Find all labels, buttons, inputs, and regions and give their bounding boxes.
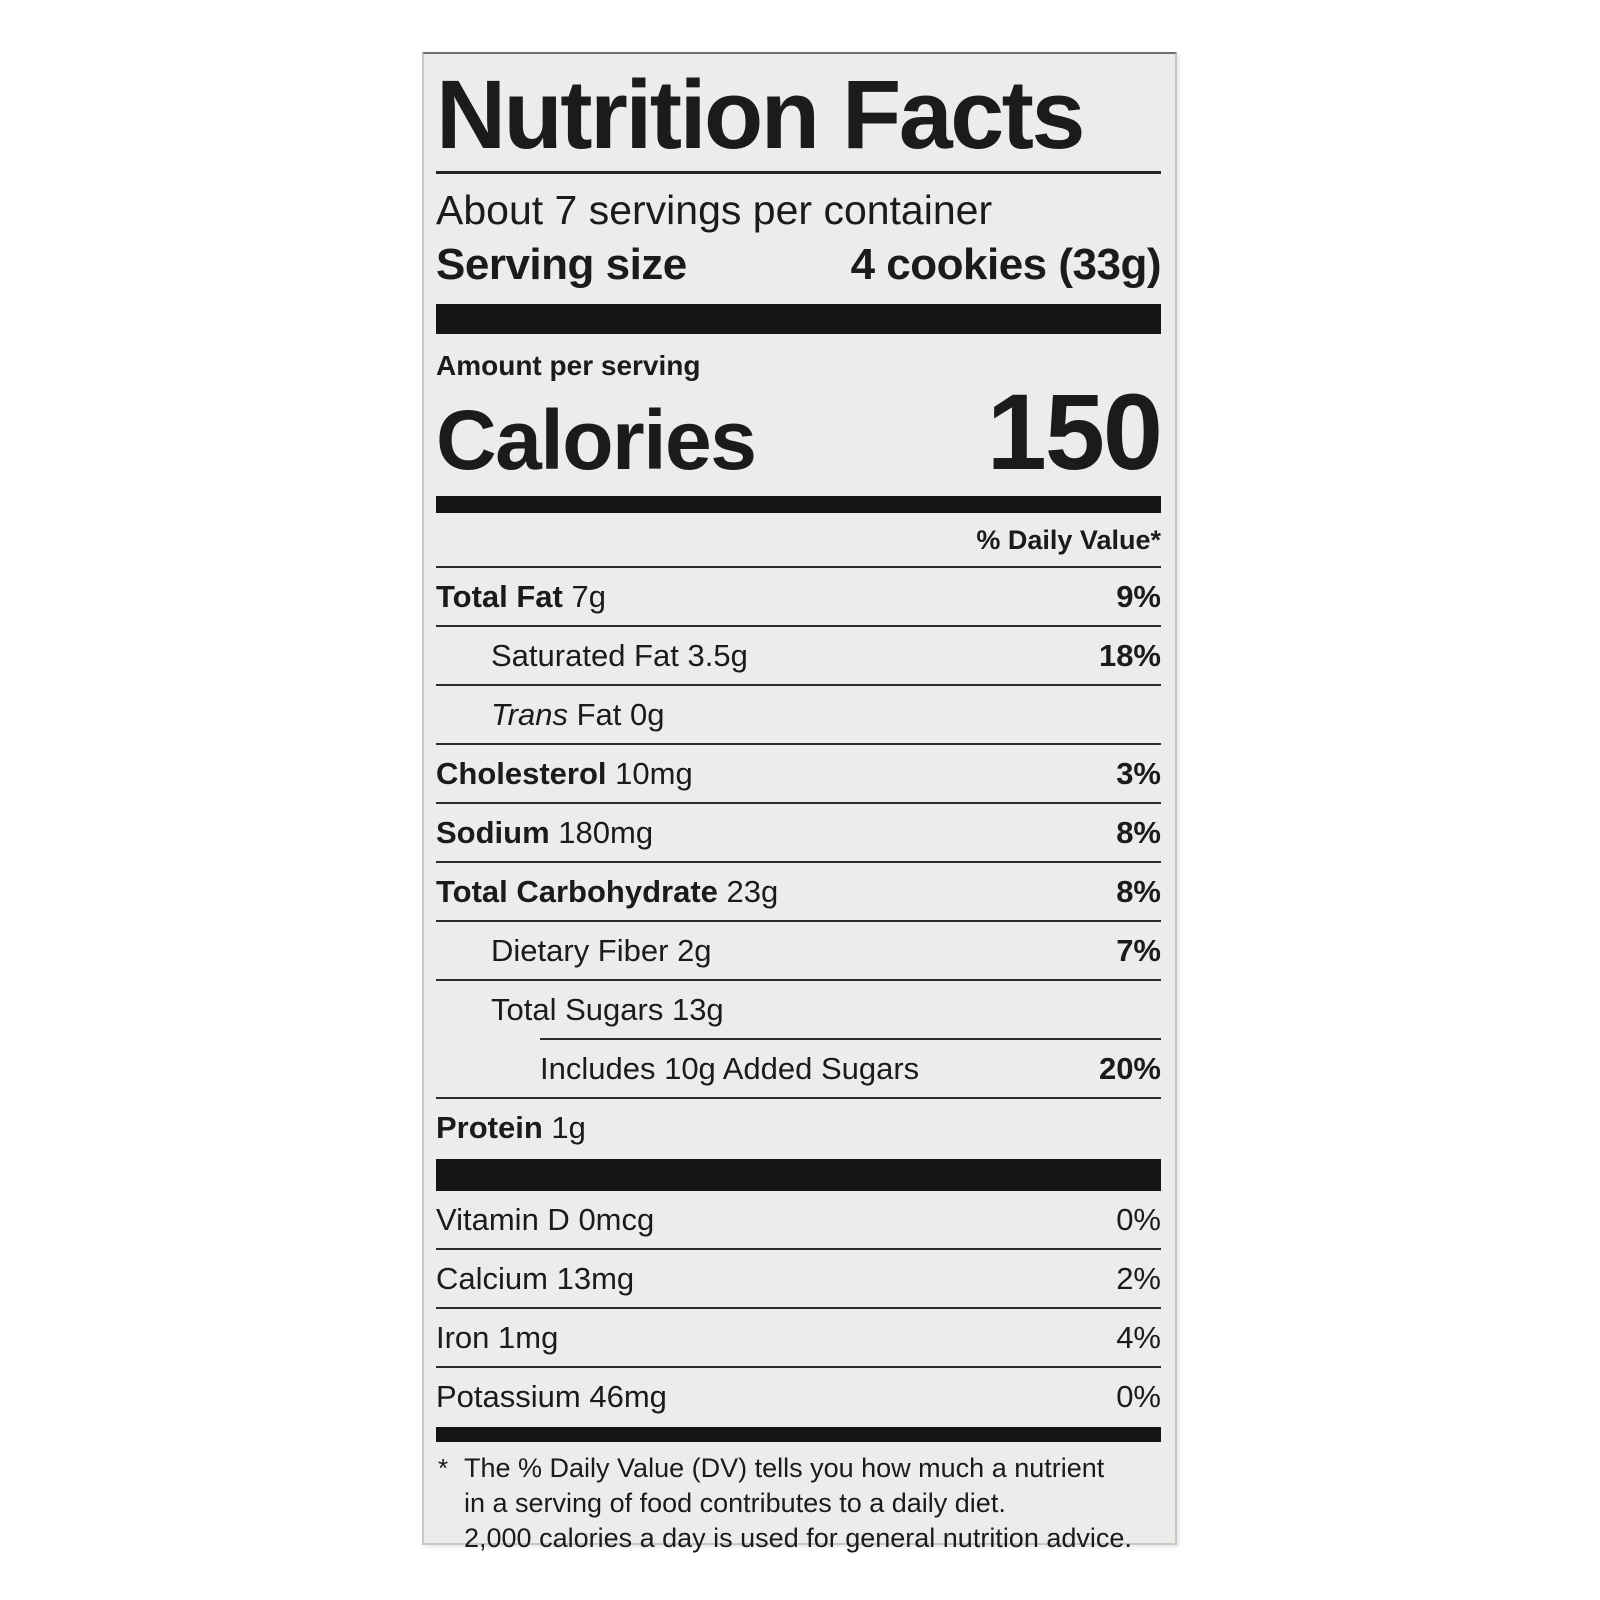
section-bar-footnote bbox=[436, 1427, 1161, 1443]
vitamin-name-amount: Iron 1mg bbox=[436, 1320, 559, 1356]
servings-per-container: About 7 servings per container bbox=[436, 187, 993, 233]
nutrient-row-trans-fat: Trans Fat 0g bbox=[436, 684, 1161, 743]
nutrient-row-added-sugars: Includes 10g Added Sugars 20% bbox=[540, 1038, 1161, 1097]
nutrient-row-total-fat: Total Fat 7g 9% bbox=[436, 566, 1161, 625]
vitamin-name-amount: Vitamin D 0mcg bbox=[436, 1202, 655, 1238]
section-bar-vitamins bbox=[436, 1159, 1161, 1192]
nutrient-name-amount: Total Carbohydrate 23g bbox=[436, 874, 779, 910]
nutrient-row-total-sugars: Total Sugars 13g bbox=[436, 979, 1161, 1038]
footnote-line-3: 2,000 calories a day is used for general… bbox=[464, 1523, 1132, 1554]
footnote-line-1: The % Daily Value (DV) tells you how muc… bbox=[464, 1453, 1105, 1484]
nutrient-name-amount: Protein 1g bbox=[436, 1110, 586, 1146]
serving-size-label: Serving size bbox=[436, 240, 687, 290]
nutrient-dv: 7% bbox=[1116, 933, 1161, 969]
vitamin-dv: 0% bbox=[1116, 1202, 1161, 1238]
footnote: * The % Daily Value (DV) tells you how m… bbox=[436, 1442, 1161, 1556]
serving-size-row: Serving size 4 cookies (33g) bbox=[436, 240, 1162, 290]
nutrient-name-amount: Sodium 180mg bbox=[436, 815, 654, 851]
footnote-text: The % Daily Value (DV) tells you how muc… bbox=[464, 1451, 1161, 1556]
nutrient-row-dietary-fiber: Dietary Fiber 2g 7% bbox=[436, 920, 1161, 979]
section-bar-top bbox=[436, 304, 1161, 335]
nutrition-facts-label: Nutrition Facts About 7 servings per con… bbox=[422, 52, 1177, 1553]
title-divider bbox=[436, 171, 1161, 174]
footnote-line-2: in a serving of food contributes to a da… bbox=[464, 1488, 1006, 1519]
nutrient-row-total-carbohydrate: Total Carbohydrate 23g 8% bbox=[436, 861, 1161, 920]
vitamin-dv: 0% bbox=[1116, 1379, 1161, 1415]
nutrient-name-amount: Dietary Fiber 2g bbox=[491, 933, 712, 969]
nutrient-name-amount: Total Fat 7g bbox=[436, 579, 606, 615]
footnote-asterisk: * bbox=[438, 1453, 449, 1484]
nutrient-name-amount: Saturated Fat 3.5g bbox=[491, 638, 748, 674]
serving-size-value: 4 cookies (33g) bbox=[850, 240, 1162, 290]
calories-label: Calories bbox=[436, 393, 757, 488]
amount-per-serving-label: Amount per serving bbox=[436, 350, 701, 382]
vitamin-name-amount: Potassium 46mg bbox=[436, 1379, 667, 1415]
nutrient-row-cholesterol: Cholesterol 10mg 3% bbox=[436, 743, 1161, 802]
nutrient-name-amount: Trans Fat 0g bbox=[491, 697, 665, 733]
vitamin-row-calcium: Calcium 13mg 2% bbox=[436, 1248, 1161, 1307]
nutrient-row-sodium: Sodium 180mg 8% bbox=[436, 802, 1161, 861]
vitamin-row-iron: Iron 1mg 4% bbox=[436, 1307, 1161, 1366]
nutrient-dv: 3% bbox=[1116, 756, 1161, 792]
vitamin-dv: 4% bbox=[1116, 1320, 1161, 1356]
nutrient-dv: 8% bbox=[1116, 815, 1161, 851]
calories-value: 150 bbox=[986, 371, 1163, 493]
nutrient-name-amount: Includes 10g Added Sugars bbox=[540, 1051, 920, 1087]
nutrient-name-amount: Total Sugars 13g bbox=[491, 992, 724, 1028]
nutrient-dv: 9% bbox=[1116, 579, 1161, 615]
vitamin-dv: 2% bbox=[1116, 1261, 1161, 1297]
nutrient-row-protein: Protein 1g bbox=[436, 1097, 1161, 1156]
nutrient-dv: 8% bbox=[1116, 874, 1161, 910]
vitamin-row-vitamin-d: Vitamin D 0mcg 0% bbox=[436, 1191, 1161, 1248]
nutrient-dv: 18% bbox=[1098, 638, 1161, 674]
calories-row: Calories 150 bbox=[436, 371, 1163, 493]
nutrient-dv: 20% bbox=[1098, 1051, 1161, 1087]
daily-value-header: % Daily Value* bbox=[976, 525, 1161, 556]
vitamin-name-amount: Calcium 13mg bbox=[436, 1261, 635, 1297]
nutrient-row-saturated-fat: Saturated Fat 3.5g 18% bbox=[436, 625, 1161, 684]
vitamin-row-potassium: Potassium 46mg 0% bbox=[436, 1366, 1161, 1425]
label-title: Nutrition Facts bbox=[436, 60, 1085, 169]
section-bar-calories bbox=[436, 496, 1161, 514]
nutrient-name-amount: Cholesterol 10mg bbox=[436, 756, 693, 792]
